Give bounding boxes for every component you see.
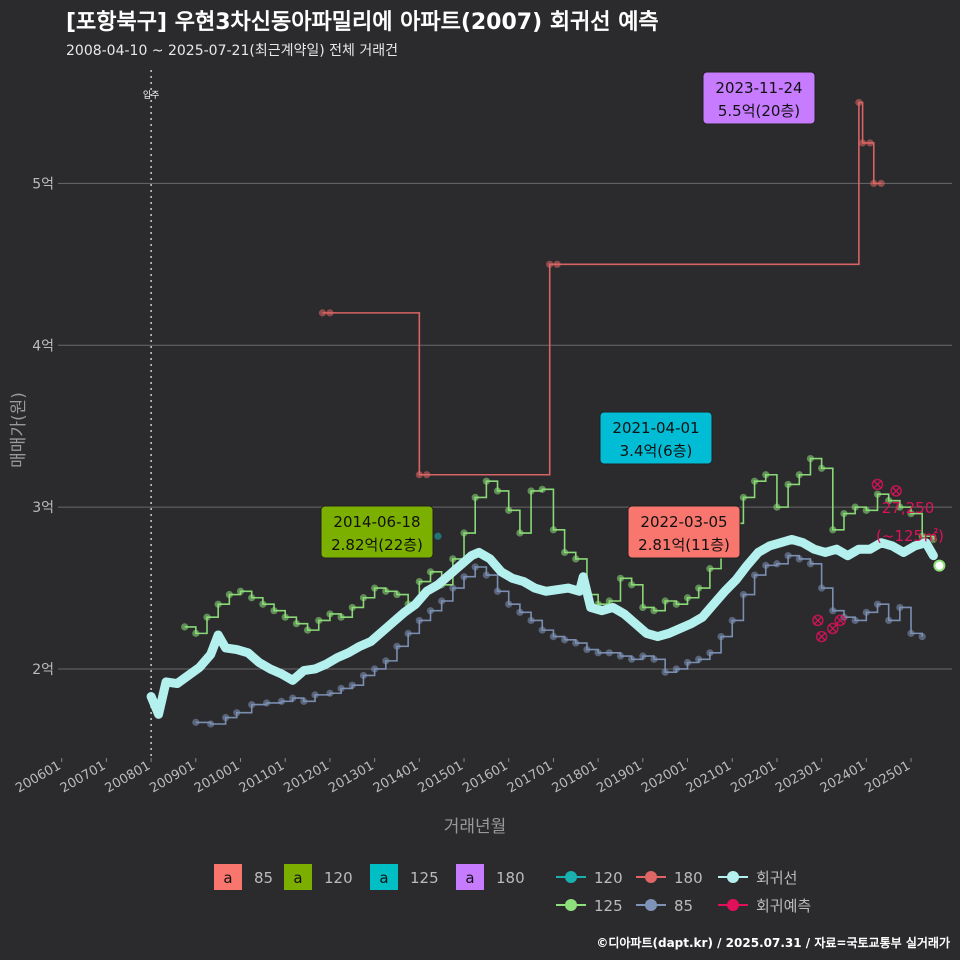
annotation-box (599, 411, 713, 465)
legend-label: 125 (410, 869, 439, 887)
move-in-label: 입주 (143, 89, 160, 101)
legend-label: 회귀예측 (756, 897, 811, 915)
legend: a 85 a 120 a 125 a 180 120 180 회귀선 125 85 회귀예측 (214, 864, 811, 915)
forecast-point (890, 485, 902, 497)
legend-label: 120 (594, 869, 623, 887)
annotation-price: 3.4억(6층) (620, 442, 693, 460)
x-tick-label: 201101 (237, 758, 287, 796)
x-tick-label: 202301 (773, 758, 823, 796)
x-tick-label: 201501 (416, 758, 466, 796)
data-point-120 (929, 535, 937, 544)
annotation-price: 5.5억(20층) (718, 102, 800, 120)
forecast-point (834, 614, 846, 627)
annotations: 2014-06-18 2.82억(22층) 2021-04-01 3.4억(6층) 20… (320, 71, 944, 559)
data-point-125 (434, 532, 442, 540)
x-tick-label: 202401 (818, 758, 868, 796)
x-tick-label: 201201 (281, 758, 331, 796)
x-tick-label: 201801 (550, 758, 600, 796)
legend-key-letter: a (293, 869, 302, 887)
move-in-marker: 입주 (143, 70, 160, 758)
forecast-cross (873, 480, 882, 489)
legend-dot (727, 871, 739, 883)
legend-dot (645, 871, 657, 883)
legend-label: 180 (674, 869, 703, 887)
forecast-point (815, 630, 828, 643)
forecast-point (871, 478, 884, 491)
legend-label: 180 (496, 869, 525, 887)
forecast-point (812, 614, 824, 627)
forecast-point (827, 622, 839, 635)
x-tick-label: 201601 (460, 758, 510, 796)
forecast-cross (813, 615, 823, 625)
chart-subtitle: 2008-04-10 ~ 2025-07-21(최근계약일) 전체 거래건 (66, 43, 398, 59)
legend-key-letter: a (465, 869, 474, 887)
legend-label: 120 (324, 869, 353, 887)
x-tick-label: 200801 (103, 758, 153, 796)
legend-label: 85 (254, 869, 273, 887)
legend-key-letter: a (379, 869, 388, 887)
x-tick-label: 202501 (863, 758, 913, 796)
forecast-cross (817, 632, 827, 642)
series-line-180 (322, 101, 882, 476)
legend-key-swatch (284, 864, 312, 890)
x-tick-label: 200601 (13, 758, 63, 796)
annotation-date: 2022-03-05 (640, 513, 727, 531)
annotation-box (320, 505, 434, 559)
data-point-85 (192, 718, 200, 726)
annotation-price: 2.81억(11층) (638, 536, 730, 554)
legend-key-letter: a (223, 869, 232, 887)
gridlines (58, 182, 952, 670)
legend-key-swatch (214, 864, 242, 890)
forecast-cross (835, 615, 845, 625)
credit-footer: ©디아파트(dapt.kr) / 2025.07.31 / 자료=국토교통부 실… (596, 936, 950, 950)
annotation-box (702, 71, 816, 125)
forecast-value-label: 27,250 (882, 499, 935, 517)
y-tick-label: 4억 (32, 338, 54, 354)
legend-dot (645, 899, 657, 911)
forecast-cross (891, 486, 901, 496)
forecast-points (812, 478, 902, 643)
annotation-date: 2023-11-24 (715, 79, 802, 97)
annotation-date: 2014-06-18 (333, 513, 420, 531)
y-tick-label: 5억 (32, 176, 54, 192)
x-axis-title: 거래년월 (444, 817, 507, 837)
x-tick-label: 201901 (594, 758, 644, 796)
legend-dot (727, 899, 739, 911)
x-tick-label: 200901 (147, 758, 197, 796)
x-tick-label: 200701 (58, 758, 108, 796)
x-tick-label: 202201 (728, 758, 778, 796)
x-tick-label: 201401 (371, 758, 421, 796)
series-lines (184, 101, 935, 725)
x-tick-label: 201301 (326, 758, 376, 796)
regression-path (146, 534, 938, 719)
legend-key-swatch (370, 864, 398, 890)
forecast-area-label: (~125㎡) (876, 527, 944, 545)
annotation-date: 2021-04-01 (612, 419, 699, 437)
legend-label: 회귀선 (756, 869, 797, 887)
regression-end-marker (933, 559, 946, 572)
legend-dot (565, 871, 577, 883)
x-tick-label: 202001 (639, 758, 689, 796)
y-axis-title: 매매가(원) (9, 392, 29, 468)
x-tick-label: 201701 (505, 758, 555, 796)
series-line-120 (184, 457, 935, 635)
annotation-price: 2.82억(22층) (331, 536, 423, 554)
legend-dot (565, 899, 577, 911)
legend-label: 85 (674, 897, 693, 915)
series-line-85 (195, 554, 923, 725)
annotation-box (627, 505, 741, 559)
data-point-85 (918, 633, 926, 641)
scatter-points (181, 98, 937, 728)
legend-label: 125 (594, 897, 623, 915)
forecast-cross (828, 624, 838, 633)
y-tick-label: 3억 (32, 500, 54, 516)
y-tick-label: 2억 (32, 662, 54, 678)
regression-line (146, 534, 946, 719)
legend-key-swatch (456, 864, 484, 890)
x-tick-label: 201001 (192, 758, 242, 796)
chart-title: [포항북구] 우현3차신동아파밀리에 아파트(2007) 회귀선 예측 (66, 10, 659, 35)
x-tick-label: 202101 (684, 758, 734, 796)
